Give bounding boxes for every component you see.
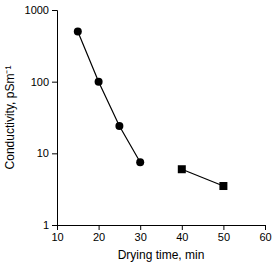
y-tick-mark [52, 153, 57, 154]
x-tick-mark [265, 225, 266, 230]
x-tick: 60 [259, 225, 271, 243]
x-tick-mark [223, 225, 224, 230]
x-tick: 40 [176, 225, 188, 243]
series [74, 28, 144, 167]
marker [219, 182, 227, 190]
marker [136, 158, 144, 166]
line [182, 169, 224, 186]
marker [74, 28, 82, 36]
x-axis-line [58, 226, 266, 231]
y-axis-title: Conductivity, pSm⁻¹ [3, 66, 17, 170]
y-tick-label: 1000 [25, 4, 49, 16]
x-tick: 50 [218, 225, 230, 243]
x-tick-mark [99, 225, 100, 230]
y-tick-label: 10 [37, 147, 49, 159]
y-tick-label: 1 [43, 219, 49, 231]
series-group [74, 28, 228, 190]
y-tick-mark [52, 82, 57, 83]
x-tick-label: 30 [135, 231, 147, 243]
x-tick-label: 50 [218, 231, 230, 243]
series [178, 165, 228, 190]
x-tick: 10 [51, 225, 63, 243]
y-tick: 100 [31, 76, 57, 88]
marker [115, 122, 123, 130]
x-tick-label: 60 [259, 231, 271, 243]
x-tick-label: 10 [51, 231, 63, 243]
x-tick: 30 [135, 225, 147, 243]
x-tick: 20 [93, 225, 105, 243]
x-tick-label: 20 [93, 231, 105, 243]
x-tick-label: 40 [176, 231, 188, 243]
x-tick-mark [182, 225, 183, 230]
chart: 1020304050601101001000Drying time, minCo… [0, 0, 277, 267]
plot: 1020304050601101001000 [25, 4, 272, 243]
marker [95, 78, 103, 86]
y-tick: 1000 [25, 4, 57, 16]
y-axis: 1 10 100 1000 [25, 4, 58, 231]
x-axis: 10 20 30 40 50 60 [51, 225, 271, 243]
x-axis-title: Drying time, min [118, 248, 205, 262]
y-tick-label: 100 [31, 76, 49, 88]
y-tick-mark [52, 225, 57, 226]
x-tick-mark [140, 225, 141, 230]
y-axis-line [52, 11, 58, 226]
y-tick: 10 [37, 147, 57, 159]
marker [178, 165, 186, 173]
y-tick-mark [52, 10, 57, 11]
line [78, 32, 140, 163]
y-tick: 1 [43, 219, 57, 231]
